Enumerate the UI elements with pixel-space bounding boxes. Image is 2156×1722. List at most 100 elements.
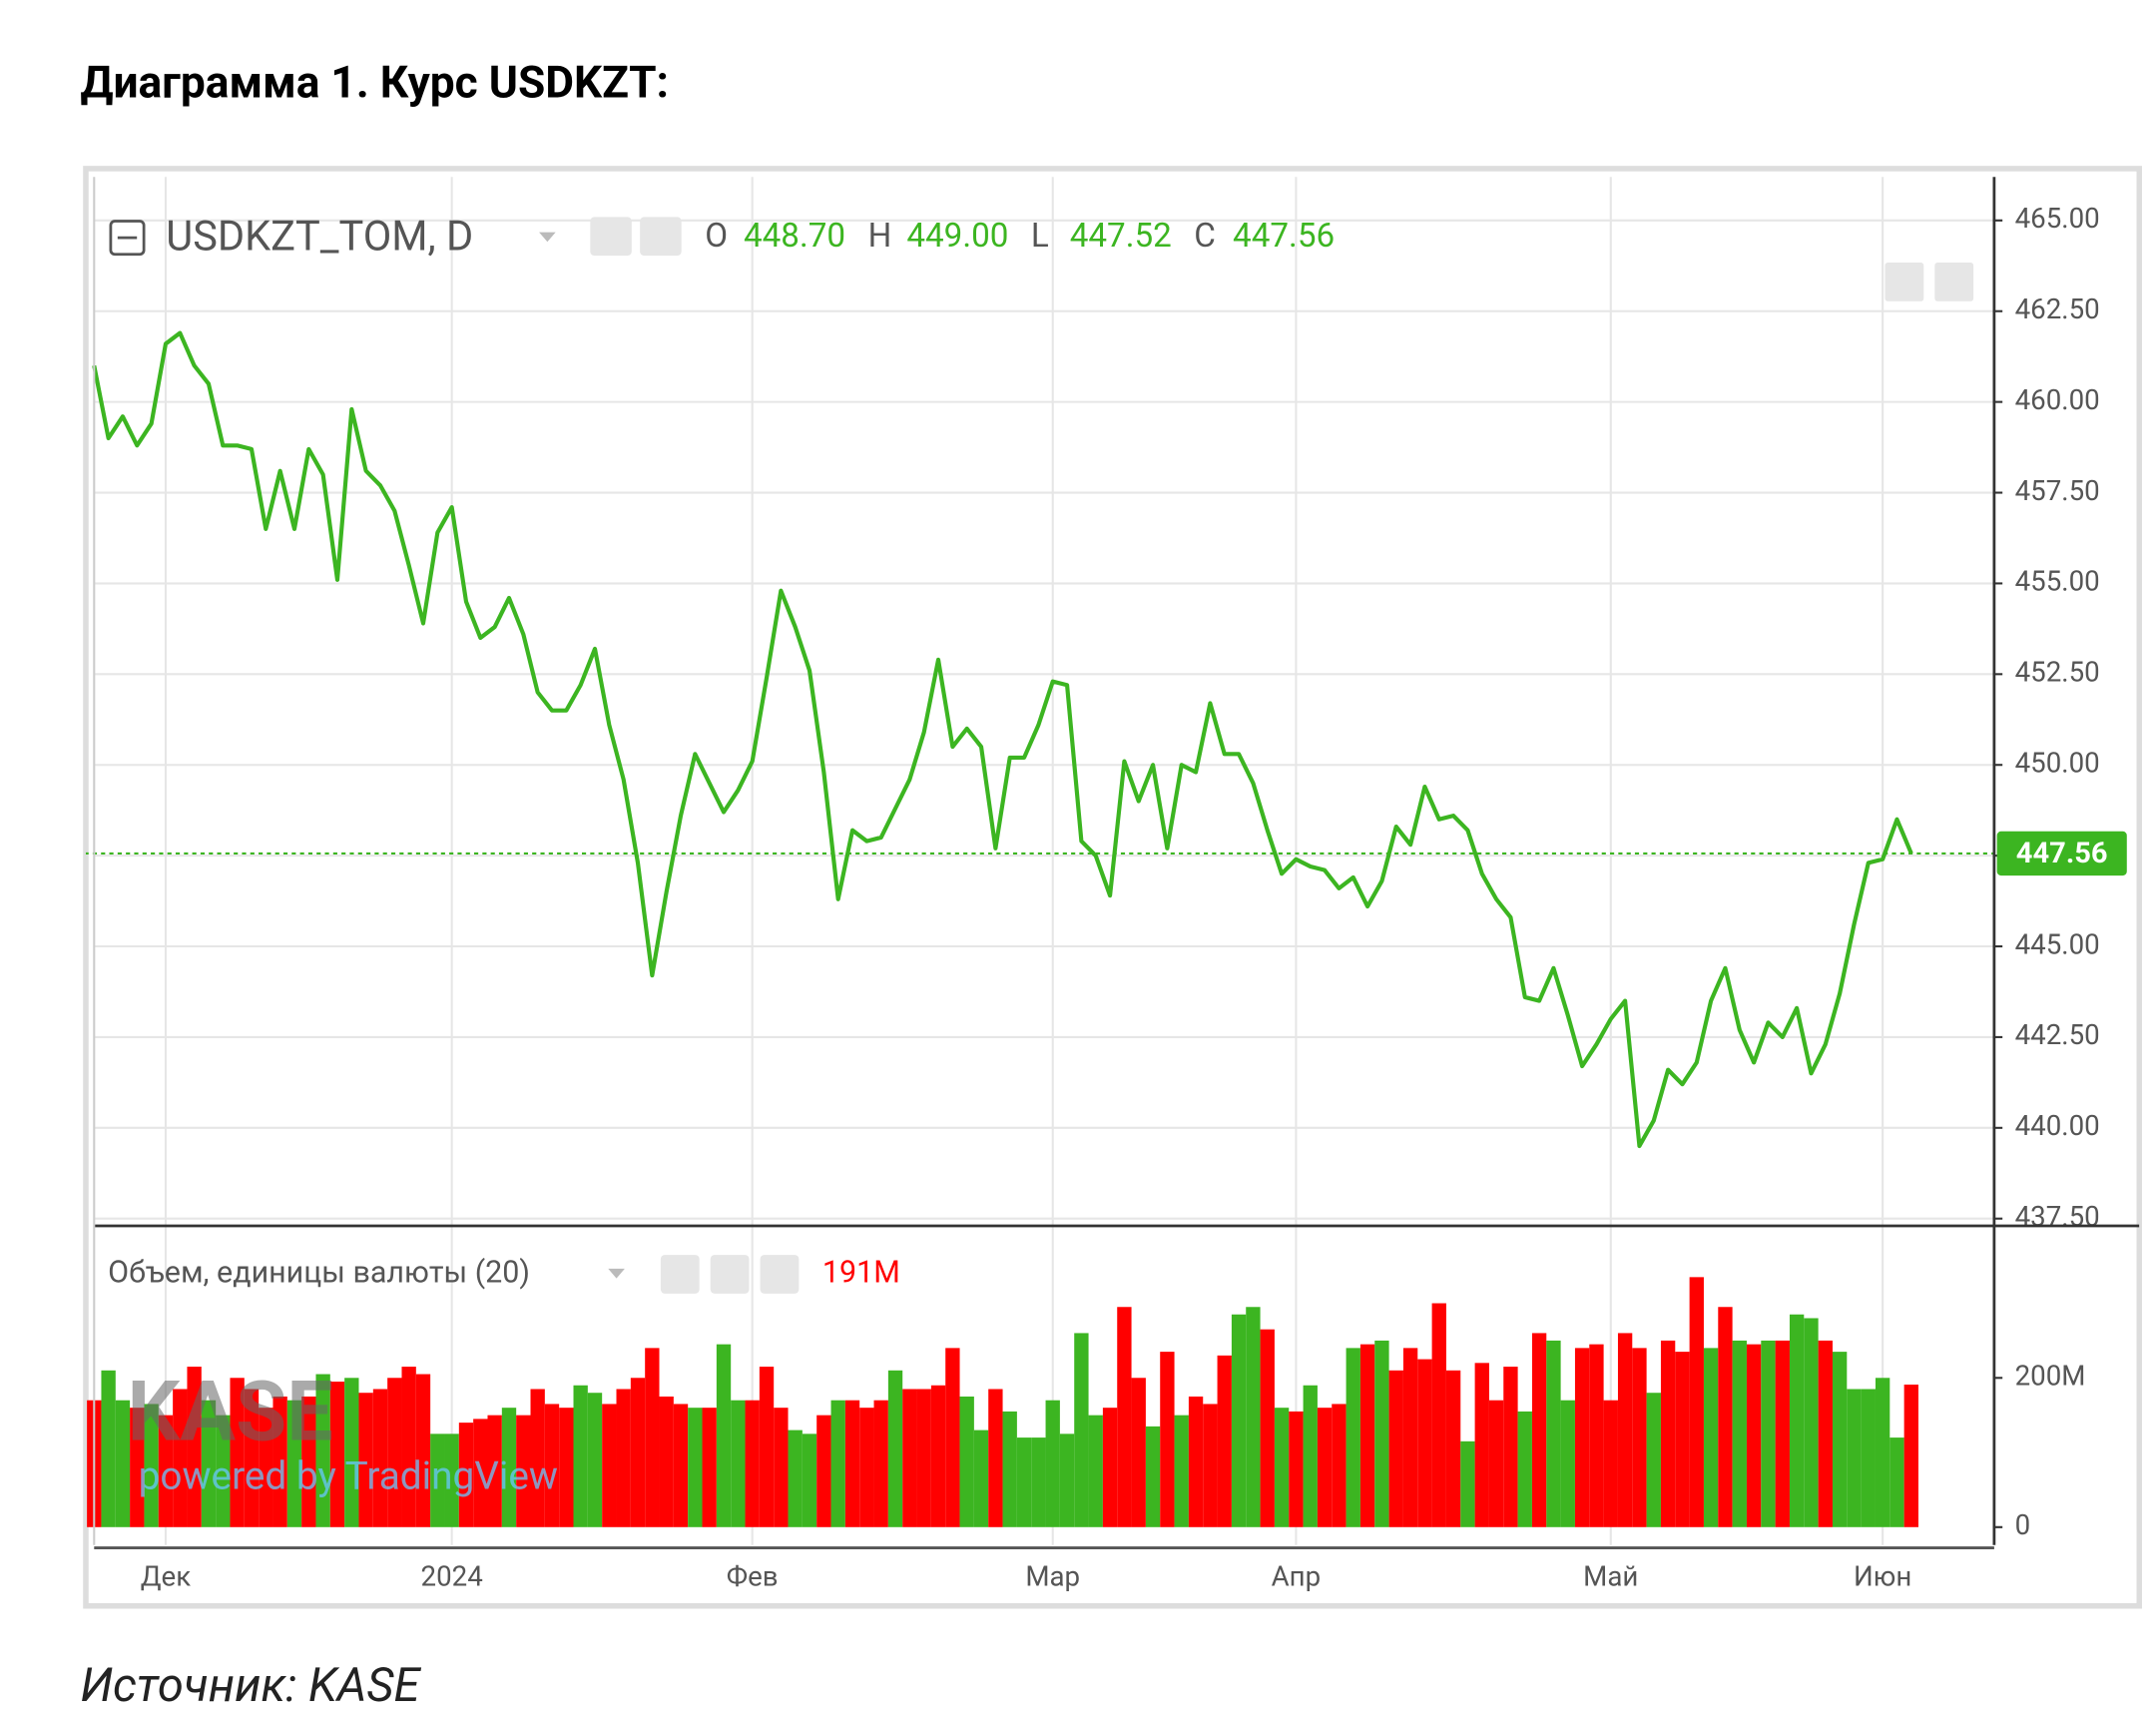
scroll-icon <box>1885 263 1924 301</box>
plot: Дек 2024 Фев Мар Апр Май Июн 437.50 440.00 442.50… <box>85 177 2140 1592</box>
x-tick-label: Июн <box>1854 1559 1911 1592</box>
volume-bar <box>244 1389 260 1527</box>
volume-bar <box>1832 1352 1848 1527</box>
volume-bar <box>201 1400 217 1527</box>
volume-bar <box>930 1385 946 1527</box>
volume-bar <box>731 1400 746 1527</box>
y-tick-label: 437.50 <box>2015 1200 2100 1233</box>
volume-bar <box>458 1423 474 1527</box>
y-tick-label: 0 <box>2015 1508 2031 1541</box>
x-tick-label: Май <box>1583 1559 1638 1592</box>
volume-bar <box>802 1434 817 1527</box>
ohlc-name: L <box>1031 217 1049 256</box>
volume-bar <box>559 1408 574 1527</box>
ohlc-value: 447.56 <box>1233 217 1335 256</box>
volume-bar <box>1431 1303 1446 1527</box>
volume-bar <box>1474 1363 1489 1527</box>
volume-bar <box>916 1389 931 1527</box>
volume-bar <box>1746 1344 1762 1527</box>
volume-bar <box>587 1393 603 1527</box>
y-tick-label: 452.50 <box>2015 656 2100 689</box>
volume-bar <box>1388 1370 1403 1527</box>
volume-bar <box>616 1389 631 1527</box>
volume-bar <box>1517 1411 1532 1527</box>
ohlc-name: O <box>705 217 728 256</box>
volume-bar <box>430 1434 445 1527</box>
volume-bar <box>1102 1408 1118 1527</box>
volume-bar <box>1002 1411 1017 1527</box>
volume-bar <box>1445 1370 1461 1527</box>
y-tick-label: 460.00 <box>2015 383 2100 416</box>
volume-bar <box>1289 1411 1304 1527</box>
volume-bar <box>272 1396 287 1527</box>
last-price-box <box>1996 831 2127 876</box>
y-tick-label: 465.00 <box>2015 202 2100 235</box>
volume-bar <box>774 1408 789 1527</box>
volume-bar <box>973 1430 989 1527</box>
volume-bar <box>716 1344 732 1527</box>
volume-bar <box>873 1400 888 1527</box>
volume-bar <box>788 1430 803 1527</box>
ohlc-name: C <box>1194 217 1216 256</box>
volume-bar <box>1560 1400 1575 1527</box>
volume-bar <box>759 1367 775 1527</box>
volume-bar <box>1274 1408 1290 1527</box>
volume-bar <box>173 1389 188 1527</box>
volume-bar <box>329 1382 345 1527</box>
volume-bar <box>1531 1333 1547 1527</box>
volume-bar <box>144 1404 159 1527</box>
volume-dropdown <box>608 1268 625 1279</box>
volume-bar <box>115 1400 131 1527</box>
volume-bar <box>1417 1359 1432 1527</box>
volume-bar <box>1574 1348 1590 1527</box>
volume-bar <box>1903 1385 1918 1527</box>
last-price-label: 447.56 <box>2016 837 2108 870</box>
volume-bar <box>487 1415 502 1527</box>
volume-bar <box>673 1404 689 1527</box>
volume-last-value: 191M <box>822 1255 900 1290</box>
volume-bar <box>1789 1314 1805 1527</box>
tradingview-credit: powered by TradingView <box>139 1454 558 1499</box>
volume-bar <box>659 1396 674 1527</box>
volume-bar <box>1332 1404 1347 1527</box>
figure-title: Диаграмма 1. Курс USDKZT: <box>80 57 669 109</box>
volume-bar <box>688 1408 703 1527</box>
volume-bar <box>358 1393 373 1527</box>
volume-bar <box>315 1374 330 1527</box>
volume-bar <box>630 1378 646 1527</box>
volume-bar <box>1402 1348 1418 1527</box>
volume-bar <box>1847 1389 1862 1527</box>
ohlc-name: H <box>868 217 892 256</box>
volume-bar <box>1732 1340 1747 1527</box>
volume-bar <box>1660 1340 1676 1527</box>
volume-bar <box>230 1378 245 1527</box>
volume-bar <box>1188 1396 1204 1527</box>
volume-bar <box>1546 1340 1561 1527</box>
volume-bar <box>130 1408 145 1527</box>
collapse-icon <box>109 220 146 257</box>
volume-bar <box>1260 1329 1275 1527</box>
scroll-icon <box>1934 263 1974 301</box>
volume-bar <box>1131 1378 1146 1527</box>
ohlc-value: 449.00 <box>906 217 1008 256</box>
volume-bar <box>1088 1415 1103 1527</box>
volume-bar <box>702 1408 717 1527</box>
volume-bar <box>1231 1314 1247 1527</box>
volume-bar <box>1359 1344 1375 1527</box>
volume-bar <box>387 1378 402 1527</box>
volume-bar <box>602 1404 617 1527</box>
volume-bar <box>1488 1400 1504 1527</box>
volume-bar <box>1117 1307 1132 1527</box>
volume-bar <box>830 1400 845 1527</box>
volume-bar <box>1160 1352 1175 1527</box>
volume-bar <box>1804 1318 1819 1527</box>
volume-bar <box>530 1389 545 1527</box>
x-tick-label: Фев <box>727 1559 779 1592</box>
volume-bar <box>844 1400 860 1527</box>
volume-bar <box>959 1396 974 1527</box>
volume-bar <box>544 1404 560 1527</box>
volume-bar <box>158 1415 174 1527</box>
volume-bar <box>1045 1400 1060 1527</box>
x-tick-label: 2024 <box>421 1559 483 1592</box>
volume-bar <box>1074 1333 1089 1527</box>
